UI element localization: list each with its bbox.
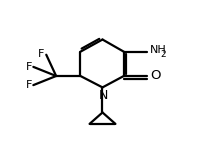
Text: 2: 2	[160, 50, 165, 59]
Text: NH: NH	[149, 45, 166, 55]
Text: N: N	[98, 89, 108, 102]
Text: F: F	[38, 49, 44, 59]
Text: F: F	[25, 80, 32, 90]
Text: O: O	[149, 69, 160, 82]
Text: F: F	[25, 62, 32, 72]
